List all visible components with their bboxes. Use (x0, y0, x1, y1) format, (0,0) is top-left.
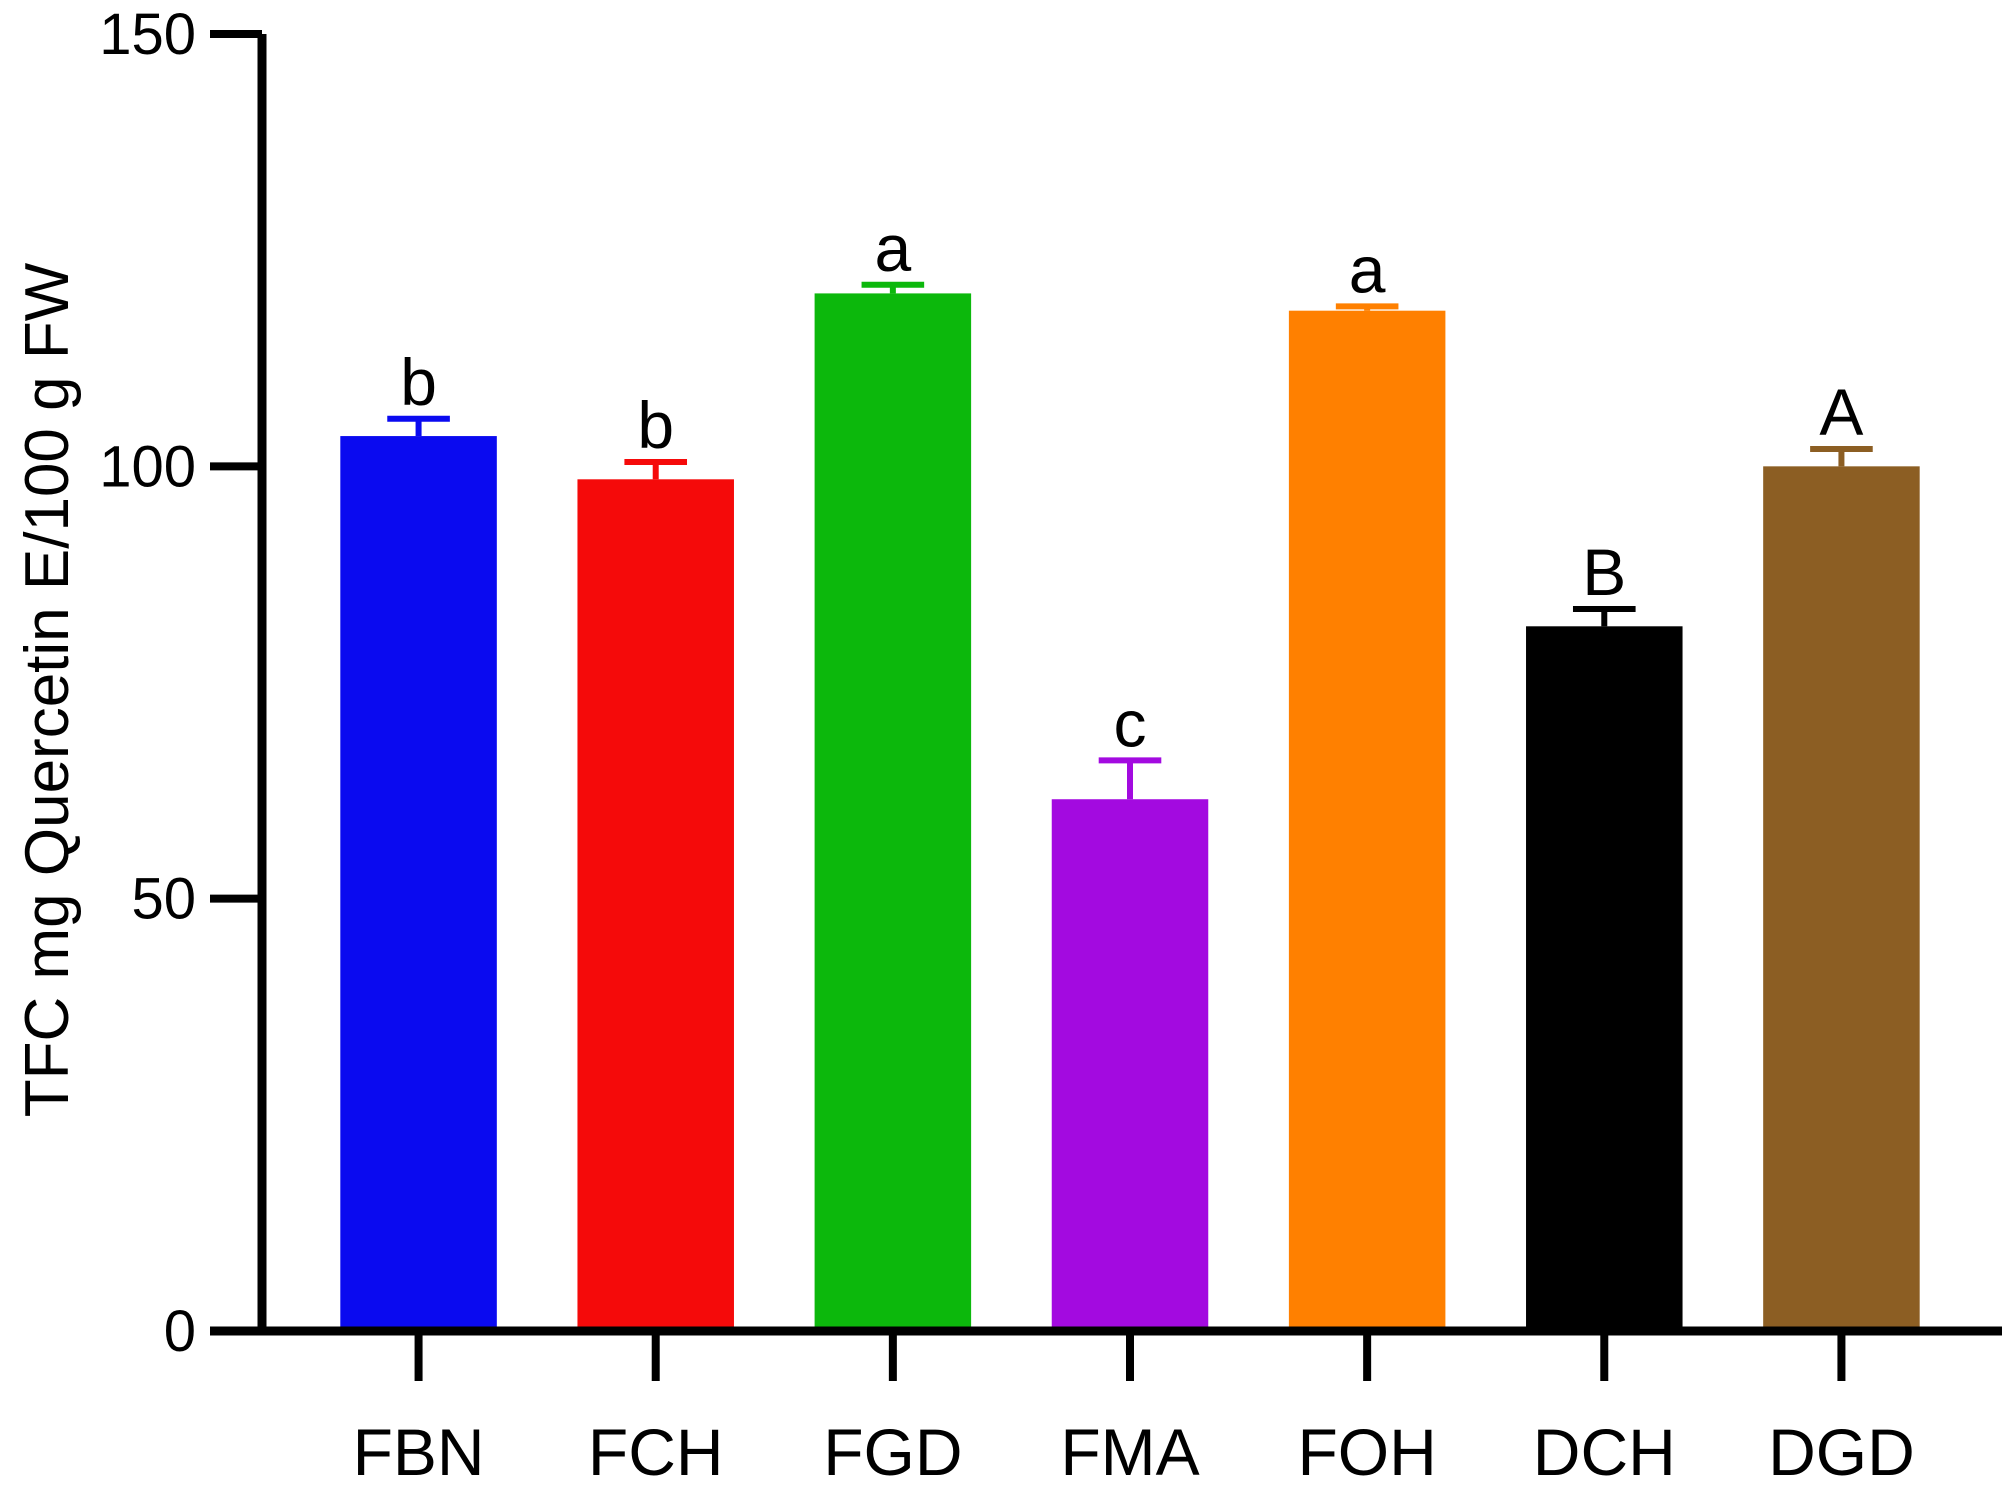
x-tick-label-fbn: FBN (353, 1415, 485, 1489)
x-tick-label-fma: FMA (1060, 1415, 1199, 1489)
y-tick-label-150: 150 (99, 2, 196, 67)
bar-fgd (814, 293, 972, 1331)
bar-fch (577, 479, 734, 1331)
significance-label-fgd: a (874, 211, 911, 285)
significance-label-foh: a (1349, 232, 1386, 306)
bar-fbn (340, 436, 497, 1331)
significance-label-fch: b (637, 388, 674, 462)
bar-fma (1051, 799, 1209, 1331)
y-ticks-group: 0 50 100 150 (99, 2, 262, 1364)
x-tick-label-fgd: FGD (823, 1415, 962, 1489)
error-bars-group (387, 281, 1873, 800)
bars-group (340, 293, 1920, 1331)
y-tick-label-50: 50 (131, 867, 196, 932)
bar-dch (1526, 626, 1683, 1331)
x-tick-label-dgd: DGD (1768, 1415, 1915, 1489)
y-tick-label-100: 100 (99, 434, 196, 499)
axes-group (210, 34, 2002, 1336)
significance-label-dch: B (1582, 535, 1626, 609)
bar-foh (1288, 310, 1446, 1331)
x-tick-label-fch: FCH (588, 1415, 724, 1489)
y-tick-label-0: 0 (164, 1299, 196, 1364)
x-ticks-group: FBN FCH FGD FMA FOH DCH DGD (353, 1331, 1915, 1489)
bar-dgd (1763, 466, 1920, 1331)
significance-label-fma: c (1114, 686, 1147, 760)
y-axis-title: TFC mg Quercetin E/100 g FW (13, 262, 82, 1117)
significance-label-dgd: A (1819, 375, 1863, 449)
x-tick-label-foh: FOH (1297, 1415, 1436, 1489)
significance-label-fbn: b (400, 345, 437, 419)
significance-labels-group: b b a c a B A (400, 211, 1863, 761)
x-tick-label-dch: DCH (1533, 1415, 1676, 1489)
